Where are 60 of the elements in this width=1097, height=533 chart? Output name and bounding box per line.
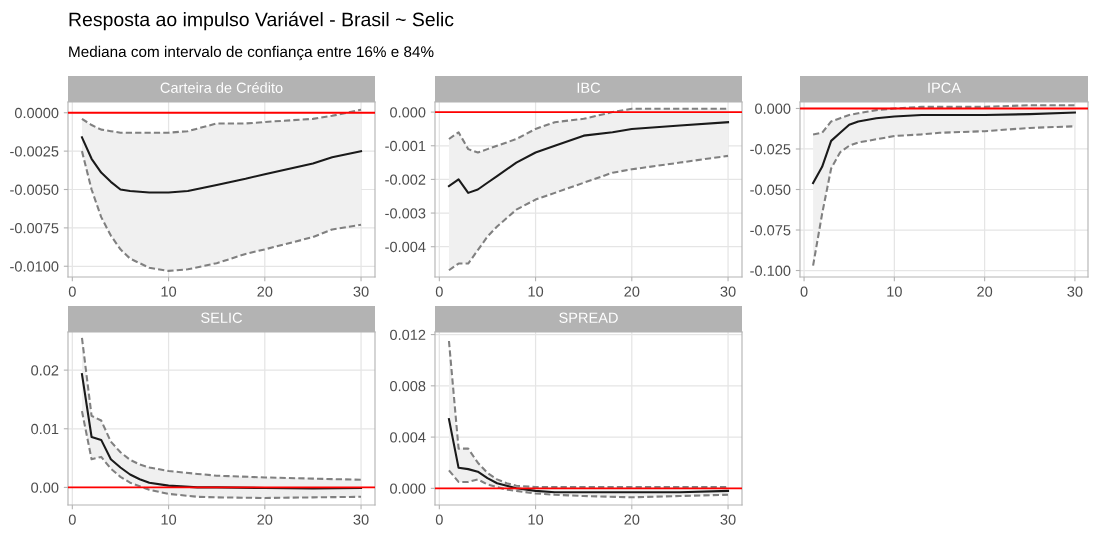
y-tick-label: 0.000 xyxy=(390,107,426,118)
x-tick-label: 10 xyxy=(161,514,177,525)
y-tick-label: -0.025 xyxy=(750,144,791,155)
chart-title: Carteira de Crédito xyxy=(160,82,283,93)
line-series xyxy=(80,410,363,499)
y-tick-label: -0.0050 xyxy=(10,184,59,195)
x-tick-label: 10 xyxy=(161,286,177,297)
chart-title: SELIC xyxy=(201,312,243,323)
x-tick-label: 20 xyxy=(977,286,993,297)
x-tick-label: 10 xyxy=(528,286,544,297)
x-tick-label: 30 xyxy=(720,514,736,525)
y-tick-label: 0.000 xyxy=(755,103,791,114)
y-tick-label: 0.01 xyxy=(31,423,59,435)
chart-title: SPREAD xyxy=(559,312,618,323)
x-tick-label: 0 xyxy=(435,514,443,525)
line-series xyxy=(80,136,363,194)
line-series xyxy=(812,111,1076,185)
y-tick-label: -0.001 xyxy=(385,140,426,152)
x-tick-label: 20 xyxy=(257,514,273,525)
x-tick-label: 30 xyxy=(720,286,736,297)
y-tick-label: 0.0000 xyxy=(14,107,59,119)
text: Mediana com intervalo de confiança entre 16% e 84% xyxy=(69,45,434,61)
y-tick-label: -0.002 xyxy=(385,174,426,185)
y-tick-label: -0.075 xyxy=(750,225,791,236)
y-tick-label: -0.004 xyxy=(385,241,426,253)
y-tick-label: -0.0025 xyxy=(10,146,59,157)
chart-title: IBC xyxy=(577,82,601,93)
y-tick-label: 0.004 xyxy=(390,432,426,443)
x-tick-label: 0 xyxy=(435,286,443,297)
y-tick-label: -0.100 xyxy=(750,265,791,276)
x-tick-label: 20 xyxy=(624,514,640,525)
y-tick-label: 0.000 xyxy=(390,483,426,494)
y-tick-label: 0.012 xyxy=(390,329,426,340)
x-tick-label: 10 xyxy=(887,286,902,297)
x-tick-label: 20 xyxy=(257,286,273,297)
x-tick-label: 0 xyxy=(68,286,76,297)
line-series xyxy=(447,154,730,272)
y-tick-label: -0.050 xyxy=(750,184,791,195)
y-tick-label: 0.008 xyxy=(390,380,426,392)
x-tick-label: 20 xyxy=(624,286,640,297)
y-tick-label: 0.00 xyxy=(31,482,59,493)
y-tick-label: -0.0100 xyxy=(10,261,59,272)
x-tick-label: 30 xyxy=(353,286,369,297)
x-tick-label: 0 xyxy=(800,286,808,297)
line-series xyxy=(447,121,730,194)
line-series xyxy=(447,469,730,499)
line-series xyxy=(812,104,1076,136)
x-tick-label: 0 xyxy=(68,514,76,525)
line-series xyxy=(80,108,363,134)
text: Resposta ao impulso Variável - Brasil ~ Selic xyxy=(69,11,454,31)
y-tick-label: 0.02 xyxy=(31,365,59,376)
chart-title: IPCA xyxy=(928,82,961,93)
y-tick-label: -0.003 xyxy=(385,208,426,219)
x-tick-label: 10 xyxy=(528,514,544,525)
y-tick-label: -0.0075 xyxy=(10,222,59,234)
line-series xyxy=(447,418,730,494)
line-series xyxy=(80,373,363,490)
x-tick-label: 30 xyxy=(1067,286,1083,297)
line-series xyxy=(80,150,363,272)
x-tick-label: 30 xyxy=(353,514,369,525)
